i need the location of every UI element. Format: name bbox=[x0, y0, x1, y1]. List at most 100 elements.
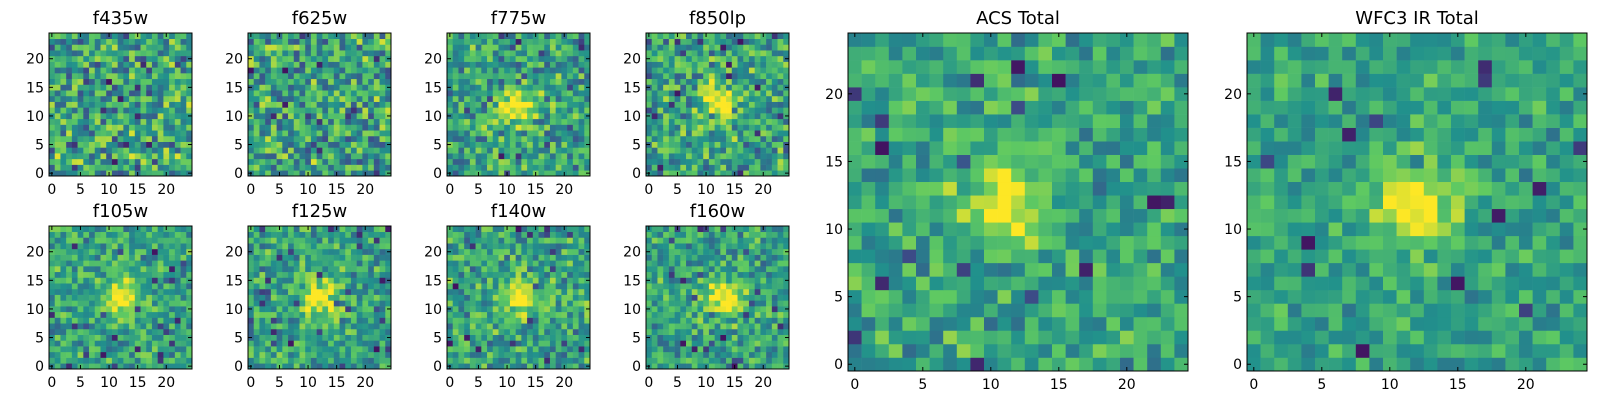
heatmap-cell bbox=[504, 147, 511, 154]
heatmap-cell bbox=[743, 363, 750, 370]
heatmap-cell bbox=[748, 328, 755, 335]
heatmap-cell bbox=[100, 271, 107, 278]
heatmap-cell bbox=[731, 158, 738, 165]
heatmap-cell bbox=[731, 44, 738, 51]
heatmap-cell bbox=[345, 44, 352, 51]
heatmap-cell bbox=[299, 283, 306, 290]
heatmap-cell bbox=[248, 237, 255, 244]
heatmap-cell bbox=[481, 231, 488, 238]
heatmap-cell bbox=[572, 266, 579, 273]
heatmap-cell bbox=[265, 351, 272, 358]
heatmap-cell bbox=[316, 164, 323, 171]
heatmap-cell bbox=[646, 44, 653, 51]
heatmap-cell bbox=[169, 260, 176, 267]
heatmap-cell bbox=[498, 130, 505, 137]
heatmap-cell bbox=[447, 317, 454, 324]
heatmap-cell bbox=[248, 50, 255, 57]
heatmap-cell bbox=[492, 153, 499, 160]
heatmap-cell bbox=[77, 328, 84, 335]
heatmap-cell bbox=[674, 158, 681, 165]
heatmap-cell bbox=[527, 317, 534, 324]
heatmap-cell bbox=[253, 226, 260, 233]
heatmap-cell bbox=[720, 283, 727, 290]
heatmap-cell bbox=[492, 113, 499, 120]
heatmap-cell bbox=[253, 266, 260, 273]
heatmap-cell bbox=[368, 90, 375, 97]
y-tick-label: 20 bbox=[424, 245, 442, 261]
heatmap-cell bbox=[270, 61, 277, 68]
heatmap-cell bbox=[111, 323, 118, 330]
heatmap-cell bbox=[555, 248, 562, 255]
heatmap-cell bbox=[567, 124, 574, 131]
heatmap-cell bbox=[481, 300, 488, 307]
heatmap-cell bbox=[83, 158, 90, 165]
heatmap-cell bbox=[743, 323, 750, 330]
heatmap-cell bbox=[117, 226, 124, 233]
heatmap-cell bbox=[310, 107, 317, 114]
x-tick-label: 0 bbox=[445, 375, 454, 391]
heatmap-cell bbox=[350, 243, 357, 250]
heatmap-cell bbox=[356, 237, 363, 244]
heatmap-cell bbox=[316, 283, 323, 290]
heatmap-cell bbox=[253, 311, 260, 318]
heatmap-cell bbox=[492, 357, 499, 364]
heatmap-cell bbox=[339, 243, 346, 250]
heatmap-cell bbox=[760, 311, 767, 318]
heatmap-cell bbox=[464, 260, 471, 267]
heatmap-cell bbox=[368, 113, 375, 120]
heatmap-cell bbox=[299, 357, 306, 364]
heatmap-cell bbox=[584, 130, 591, 137]
heatmap-cell bbox=[452, 334, 459, 341]
heatmap-cell bbox=[668, 147, 675, 154]
heatmap-cell bbox=[169, 328, 176, 335]
heatmap-cell bbox=[322, 271, 329, 278]
heatmap-cell bbox=[339, 107, 346, 114]
heatmap-cell bbox=[265, 33, 272, 40]
heatmap-cell bbox=[668, 363, 675, 370]
heatmap-cell bbox=[356, 334, 363, 341]
heatmap-cell bbox=[282, 90, 289, 97]
heatmap-cell bbox=[100, 113, 107, 120]
heatmap-cell bbox=[703, 340, 710, 347]
heatmap-cell bbox=[356, 73, 363, 80]
heatmap-cell bbox=[174, 357, 181, 364]
heatmap-cell bbox=[134, 153, 141, 160]
heatmap-cell bbox=[151, 95, 158, 102]
heatmap-cell bbox=[270, 153, 277, 160]
heatmap-cell bbox=[111, 271, 118, 278]
heatmap-cell bbox=[469, 130, 476, 137]
heatmap-cell bbox=[714, 44, 721, 51]
heatmap-cell bbox=[498, 271, 505, 278]
heatmap-cell bbox=[345, 237, 352, 244]
heatmap-cell bbox=[737, 300, 744, 307]
heatmap-cell bbox=[572, 311, 579, 318]
heatmap-cell bbox=[186, 328, 193, 335]
heatmap-cell bbox=[322, 237, 329, 244]
heatmap-cell bbox=[657, 328, 664, 335]
heatmap-cell bbox=[373, 158, 380, 165]
heatmap-cell bbox=[527, 357, 534, 364]
heatmap-cell bbox=[180, 107, 187, 114]
heatmap-cell bbox=[469, 84, 476, 91]
heatmap-cell bbox=[83, 124, 90, 131]
heatmap-cell bbox=[766, 346, 773, 353]
heatmap-cell bbox=[106, 101, 113, 108]
heatmap-cell bbox=[259, 130, 266, 137]
heatmap-cell bbox=[157, 260, 164, 267]
heatmap-cell bbox=[282, 254, 289, 261]
heatmap-cell bbox=[515, 135, 522, 142]
heatmap-cell bbox=[339, 226, 346, 233]
heatmap-cell bbox=[771, 33, 778, 40]
heatmap-cell bbox=[310, 283, 317, 290]
heatmap-cell bbox=[288, 78, 295, 85]
heatmap-cell bbox=[555, 254, 562, 261]
heatmap-cell bbox=[771, 164, 778, 171]
heatmap-cell bbox=[452, 78, 459, 85]
heatmap-cell bbox=[362, 346, 369, 353]
heatmap-cell bbox=[481, 346, 488, 353]
heatmap-cell bbox=[663, 363, 670, 370]
heatmap-cell bbox=[521, 38, 528, 45]
heatmap-cell bbox=[668, 95, 675, 102]
heatmap-cell bbox=[469, 266, 476, 273]
heatmap-cell bbox=[668, 294, 675, 301]
